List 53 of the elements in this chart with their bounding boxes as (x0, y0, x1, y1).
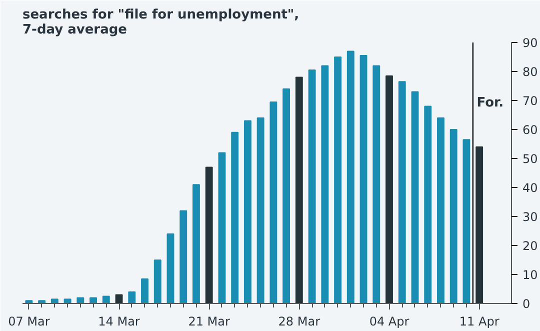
bar (25, 300, 33, 304)
x-tick-label: 28 Mar (278, 314, 320, 328)
bar (128, 291, 136, 304)
y-tick-label: 20 (522, 239, 538, 253)
bar (256, 117, 264, 304)
y-tick-label: 50 (522, 152, 538, 166)
bar (398, 81, 406, 304)
bar (180, 210, 188, 304)
bar (205, 166, 213, 304)
bar (411, 91, 419, 304)
bar (244, 120, 252, 304)
y-tick-label: 30 (522, 210, 538, 224)
bar (346, 50, 354, 304)
y-tick-label: 90 (522, 36, 538, 50)
bar (141, 278, 148, 304)
bar (192, 184, 200, 304)
x-tick-label: 11 Apr (459, 314, 500, 328)
bar (50, 298, 58, 304)
chart-title: searches for "file for unemployment", 7-day average (22, 8, 300, 38)
y-tick-label: 0 (522, 297, 530, 311)
bar (295, 76, 303, 304)
bar (282, 88, 290, 304)
bar (102, 296, 110, 304)
y-tick-label: 80 (522, 65, 538, 79)
bar (476, 146, 484, 304)
bar (321, 65, 329, 304)
bar (372, 65, 380, 304)
y-tick-label: 10 (522, 268, 538, 282)
bar (76, 297, 84, 304)
bar (450, 129, 458, 304)
x-tick-label: 04 Apr (369, 314, 410, 328)
x-tick-label: 07 Mar (8, 314, 50, 328)
bar (231, 132, 239, 304)
bar (360, 55, 368, 304)
bar (386, 75, 393, 304)
bar (90, 297, 97, 304)
bar (334, 56, 342, 304)
bar (270, 101, 278, 304)
y-tick-label: 60 (522, 123, 538, 137)
bar (38, 300, 46, 304)
x-tick-label: 21 Mar (188, 314, 230, 328)
y-tick-label: 70 (522, 94, 538, 108)
x-tick-label: 14 Mar (98, 314, 140, 328)
bar (462, 139, 470, 304)
bar (424, 106, 432, 304)
bar (64, 298, 72, 304)
ref-line-label: For. (476, 95, 504, 110)
bar (437, 117, 444, 304)
bar (166, 233, 174, 304)
bar (308, 70, 316, 304)
bar (154, 260, 162, 304)
bar (218, 152, 226, 304)
y-tick-label: 40 (522, 181, 538, 195)
